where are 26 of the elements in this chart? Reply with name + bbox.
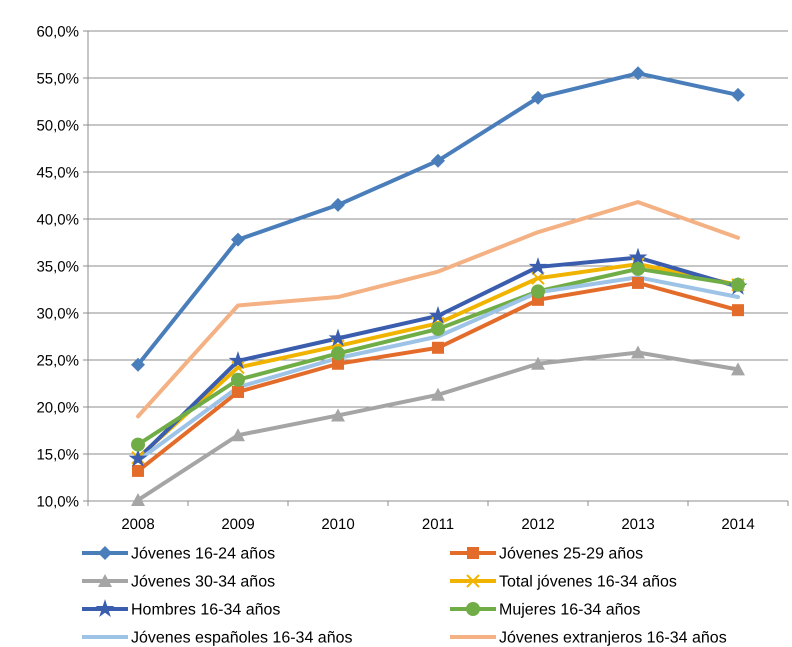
legend-label: Jóvenes 25-29 años — [499, 546, 644, 563]
x-tick-label: 2011 — [422, 516, 454, 533]
legend-label: Jóvenes 16-24 años — [131, 546, 276, 563]
y-tick-label: 50,0% — [36, 117, 79, 134]
y-tick-label: 30,0% — [36, 305, 79, 322]
x-tick-label: 2010 — [321, 516, 355, 533]
x-tick-label: 2012 — [521, 516, 555, 533]
legend-label: Jóvenes españoles 16-34 años — [131, 630, 352, 647]
y-tick-label: 20,0% — [36, 399, 79, 416]
y-tick-label: 15,0% — [36, 446, 79, 464]
x-tick-label: 2008 — [121, 516, 155, 533]
legend-label: Jóvenes 30-34 años — [131, 574, 276, 591]
y-tick-label: 25,0% — [36, 352, 79, 370]
y-tick-label: 55,0% — [36, 70, 79, 88]
legend-label: Total jóvenes 16-34 años — [499, 574, 677, 591]
legend-label: Jóvenes extranjeros 16-34 años — [499, 630, 727, 647]
y-tick-label: 10,0% — [36, 493, 79, 510]
legend-label: Mujeres 16-34 años — [499, 602, 640, 619]
y-tick-label: 60,0% — [36, 23, 79, 40]
y-tick-label: 45,0% — [36, 164, 79, 182]
x-tick-label: 2014 — [721, 516, 755, 533]
y-tick-label: 35,0% — [36, 258, 79, 276]
x-tick-label: 2013 — [621, 516, 655, 533]
legend-label: Hombres 16-34 años — [131, 602, 280, 619]
y-tick-label: 40,0% — [36, 211, 79, 228]
x-tick-label: 2009 — [221, 516, 255, 533]
